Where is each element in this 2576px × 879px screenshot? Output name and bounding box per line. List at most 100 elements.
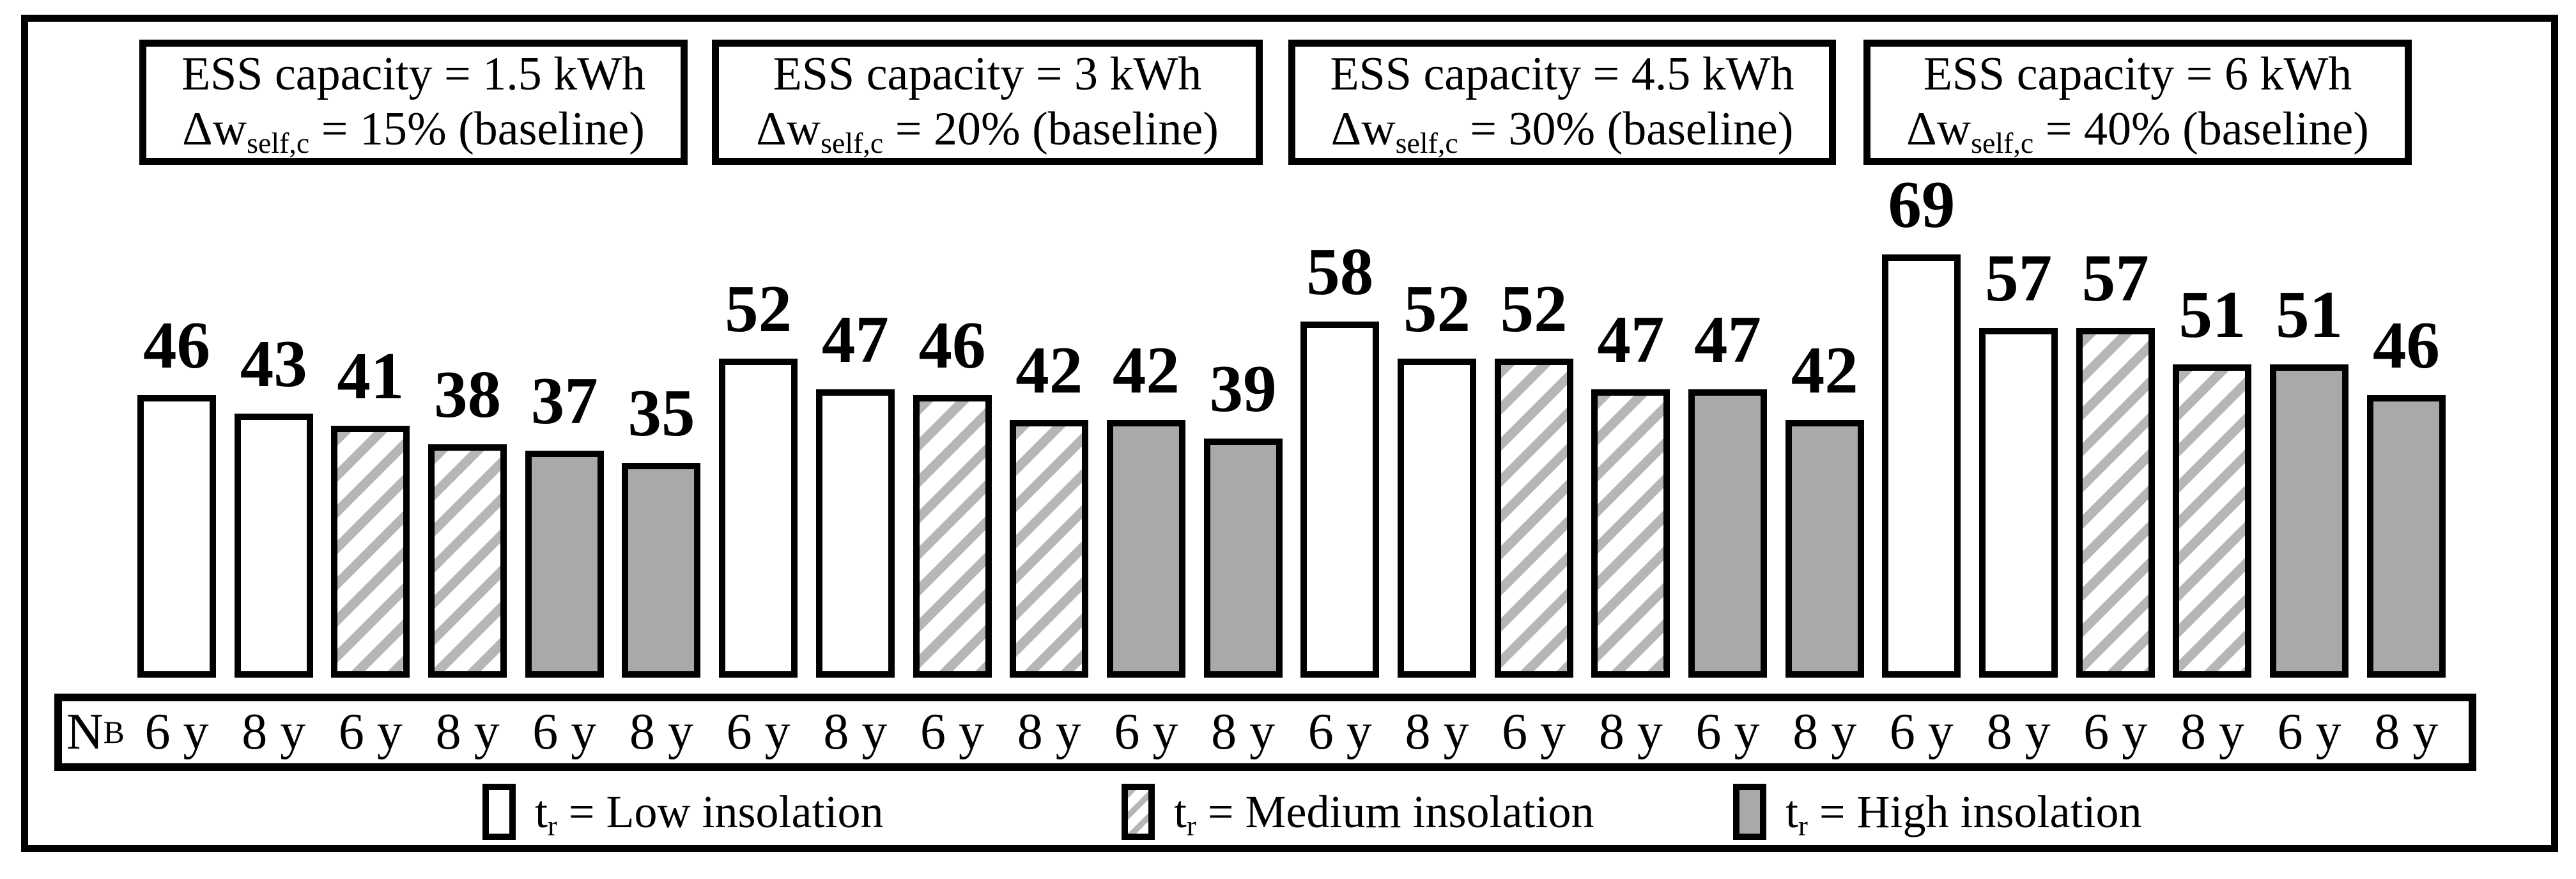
bar-column-g3-6y: 58 (1300, 238, 1380, 678)
bar-column-g2-8y: 42 (1010, 332, 1089, 678)
bar-high-insolation (1106, 420, 1185, 678)
bar-value-label: 42 (1791, 332, 1858, 407)
bar-medium-insolation (913, 395, 992, 678)
bar-column-g1-8y: 43 (234, 326, 313, 678)
bar-high-insolation (2270, 364, 2349, 678)
bar-medium-insolation (331, 426, 410, 678)
bar-low-insolation (1397, 359, 1476, 678)
bar-value-label: 41 (337, 338, 405, 413)
x-axis-label: 6 y (338, 704, 403, 760)
header-box-ess-6kwh: ESS capacity = 6 kWh Δwself,c = 40% (bas… (1863, 40, 2412, 165)
bar-low-insolation (1979, 328, 2058, 678)
bars-row: 46 43 41 38 37 35 52 47 46 42 42 39 58 52 52 47 47 42 69 57… (137, 171, 2446, 678)
x-axis-label: 8 y (2180, 704, 2244, 760)
bar-column-g3-6y: 52 (1494, 271, 1573, 678)
bar-value-label: 37 (530, 363, 598, 438)
bar-column-g3-8y: 42 (1785, 336, 1864, 678)
bar-value-label: 51 (2179, 277, 2246, 352)
x-axis-label: 6 y (532, 704, 597, 760)
bar-column-g3-8y: 47 (1591, 306, 1670, 678)
header-capacity-line: ESS capacity = 3 kWh (773, 48, 1202, 101)
bar-low-insolation (815, 389, 895, 678)
x-axis-label: 6 y (2083, 704, 2148, 760)
bar-column-g4-8y: 46 (2366, 307, 2446, 678)
bar-low-insolation (234, 414, 313, 678)
header-capacity-line: ESS capacity = 4.5 kWh (1330, 48, 1794, 101)
x-axis-label: 6 y (144, 704, 209, 760)
legend-swatch-medium-insolation (1122, 784, 1155, 840)
x-axis-label: 8 y (2374, 704, 2439, 760)
bar-value-label: 43 (240, 326, 307, 401)
x-axis-label: 6 y (1502, 704, 1566, 760)
bar-value-label: 47 (1597, 302, 1665, 377)
x-axis-label: 6 y (920, 704, 984, 760)
bar-column-g2-8y: 47 (815, 302, 895, 678)
bar-value-label: 47 (821, 302, 889, 377)
bar-column-g2-8y: 39 (1203, 351, 1283, 678)
bar-value-label: 52 (1403, 271, 1470, 346)
bar-high-insolation (2366, 395, 2446, 678)
bar-value-label: 42 (1112, 332, 1180, 407)
bar-value-label: 39 (1209, 351, 1277, 426)
bar-column-g2-6y: 42 (1106, 332, 1185, 678)
bar-high-insolation (1785, 420, 1864, 678)
header-delta-line: Δwself,c = 40% (baseline) (1906, 103, 2369, 159)
bar-column-g1-8y: 38 (428, 361, 507, 678)
delta-subscript: self,c (821, 126, 884, 159)
bar-column-g4-6y: 69 (1882, 171, 1961, 678)
bar-value-label: 46 (2372, 307, 2440, 382)
bar-low-insolation (137, 395, 216, 678)
bar-value-label: 52 (1500, 271, 1568, 346)
header-delta-line: Δwself,c = 15% (baseline) (182, 103, 645, 159)
bar-value-label: 35 (628, 375, 695, 450)
legend-swatch-high-insolation (1733, 784, 1766, 840)
bar-column-g4-6y: 57 (2076, 244, 2155, 678)
bar-low-insolation (1300, 322, 1380, 678)
x-axis-label: 8 y (823, 704, 888, 760)
bar-medium-insolation (2076, 328, 2155, 678)
bar-value-label: 47 (1694, 302, 1761, 377)
bar-high-insolation (525, 451, 604, 678)
bar-column-g2-6y: 52 (719, 275, 798, 678)
bar-value-label: 38 (434, 357, 502, 432)
header-box-ess-3kwh: ESS capacity = 3 kWh Δwself,c = 20% (bas… (712, 40, 1263, 165)
x-axis-label: 8 y (1598, 704, 1663, 760)
bar-value-label: 46 (918, 307, 986, 382)
delta-subscript: self,c (1395, 126, 1458, 159)
tr-subscript: r (1187, 809, 1196, 841)
bar-column-g4-6y: 51 (2270, 277, 2349, 678)
header-box-ess-1-5kwh: ESS capacity = 1.5 kWh Δwself,c = 15% (b… (139, 40, 688, 165)
x-axis-label: 6 y (1695, 704, 1760, 760)
header-delta-line: Δwself,c = 30% (baseline) (1330, 103, 1794, 159)
bar-column-g3-8y: 52 (1397, 271, 1476, 678)
axis-labels-row: 6 y 8 y 6 y 8 y 6 y 8 y 6 y 8 y 6 y 8 y 6 y 8 y 6 y 8… (137, 694, 2446, 771)
x-axis-label: 8 y (1793, 704, 1857, 760)
x-axis-label: 6 y (726, 704, 791, 760)
bar-column-g4-8y: 57 (1979, 244, 2058, 678)
bar-value-label: 42 (1015, 332, 1083, 407)
header-capacity-line: ESS capacity = 6 kWh (1923, 48, 2352, 101)
bar-value-label: 57 (1985, 240, 2053, 315)
x-axis-label: 6 y (1889, 704, 1954, 760)
x-axis-label: 8 y (629, 704, 693, 760)
bar-column-g3-6y: 47 (1688, 306, 1767, 678)
bar-medium-insolation (428, 444, 507, 678)
x-axis-label: 8 y (242, 704, 306, 760)
bar-medium-insolation (2173, 364, 2252, 678)
legend-label-low-insolation: tr = Low insolation (535, 786, 884, 841)
x-axis-box (54, 694, 2476, 771)
figure-outer-border (21, 15, 2558, 852)
x-axis-label: 8 y (435, 704, 500, 760)
header-delta-line: Δwself,c = 20% (baseline) (756, 103, 1219, 159)
bar-high-insolation (1203, 439, 1283, 678)
bar-low-insolation (719, 359, 798, 678)
legend-item-high-insolation: tr = High insolation (1733, 781, 2142, 843)
header-capacity-line: ESS capacity = 1.5 kWh (181, 48, 646, 101)
bar-high-insolation (1688, 389, 1767, 678)
bar-value-label: 51 (2276, 277, 2343, 352)
bar-high-insolation (622, 463, 701, 678)
bar-medium-insolation (1494, 359, 1573, 678)
tr-subscript: r (548, 809, 557, 841)
